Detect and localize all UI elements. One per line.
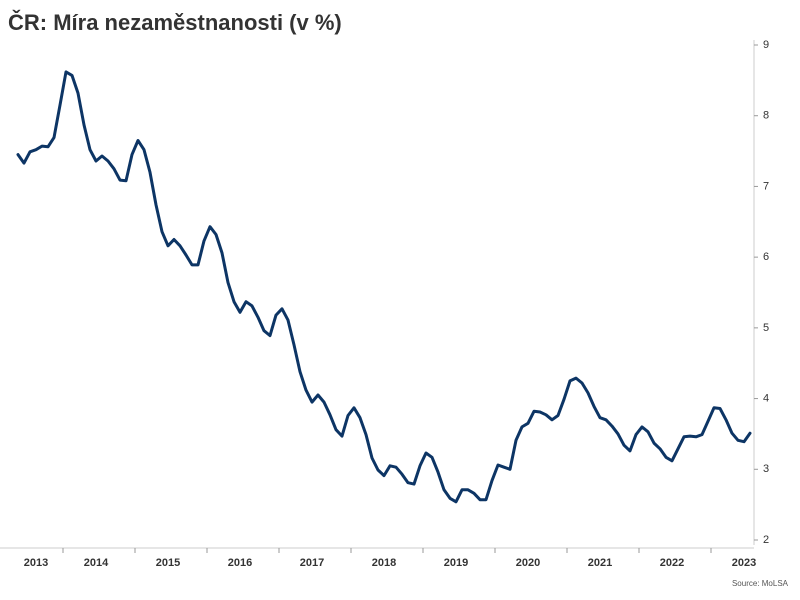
y-tick-label: 5 — [763, 322, 769, 334]
y-tick-label: 3 — [763, 463, 769, 475]
x-tick-label: 2023 — [732, 557, 756, 569]
x-tick-label: 2019 — [444, 557, 468, 569]
x-tick-label: 2015 — [156, 557, 180, 569]
x-tick-label: 2018 — [372, 557, 396, 569]
x-tick-label: 2020 — [516, 557, 540, 569]
y-tick-label: 4 — [763, 392, 769, 404]
line — [16, 70, 752, 504]
x-tick-label: 2016 — [228, 557, 252, 569]
y-tick-label: 2 — [763, 534, 769, 546]
y-tick-label: 6 — [763, 251, 769, 263]
chart-title: ČR: Míra nezaměstnanosti (v %) — [8, 10, 342, 35]
y-tick-label: 7 — [763, 180, 769, 192]
x-tick-label: 2017 — [300, 557, 324, 569]
x-tick-label: 2013 — [24, 557, 48, 569]
x-tick-label: 2021 — [588, 557, 612, 569]
y-tick-label: 9 — [763, 39, 769, 51]
x-tick-label: 2022 — [660, 557, 684, 569]
x-tick-label: 2014 — [84, 557, 109, 569]
y-tick-label: 8 — [763, 110, 769, 122]
source: Source: MoLSA — [732, 579, 789, 588]
